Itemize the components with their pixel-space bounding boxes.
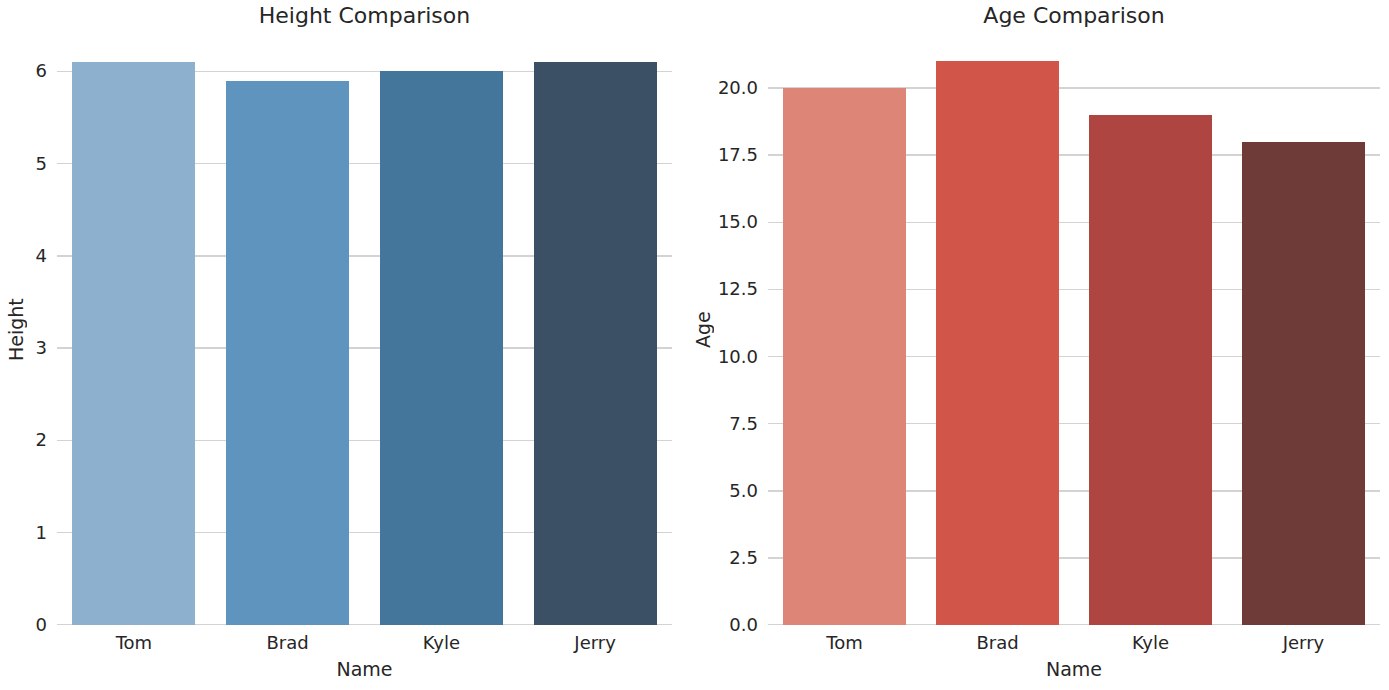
x-tick-label: Tom	[64, 633, 204, 653]
y-tick-label: 6	[0, 62, 47, 80]
y-tick-label: 3	[0, 339, 47, 357]
plot-area	[57, 34, 672, 625]
y-tick-label: 4	[0, 247, 47, 265]
y-tick-label: 15.0	[694, 213, 758, 231]
x-tick-label: Brad	[928, 633, 1068, 653]
x-tick-label: Jerry	[525, 633, 665, 653]
x-tick-label: Tom	[775, 633, 915, 653]
bar-brad	[226, 81, 349, 625]
height-comparison-chart: Height Comparison Height Name 0123456Tom…	[0, 0, 694, 690]
y-tick-label: 0	[0, 616, 47, 634]
x-tick-label: Jerry	[1234, 633, 1374, 653]
y-tick-label: 10.0	[694, 348, 758, 366]
x-axis-label: Name	[57, 659, 672, 679]
y-tick-label: 0.0	[694, 616, 758, 634]
age-comparison-chart: Age Comparison Age Name 0.0 2.5 5.0 7.5 10.0…	[694, 0, 1389, 690]
y-tick-label: 1	[0, 524, 47, 542]
x-tick-label: Kyle	[1081, 633, 1221, 653]
chart-title: Age Comparison	[768, 3, 1380, 29]
x-axis-label: Name	[768, 659, 1380, 679]
y-tick-label: 5.0	[694, 482, 758, 500]
figure-canvas: Height Comparison Height Name 0123456Tom…	[0, 0, 1389, 690]
y-tick-label: 2	[0, 431, 47, 449]
bar-jerry	[534, 62, 657, 625]
chart-title: Height Comparison	[57, 3, 672, 29]
bar-tom	[72, 62, 195, 625]
y-axis-label: Age	[692, 34, 714, 625]
x-tick-label: Kyle	[371, 633, 511, 653]
y-tick-label: 20.0	[694, 79, 758, 97]
y-tick-label: 5	[0, 155, 47, 173]
y-tick-label: 7.5	[694, 415, 758, 433]
y-tick-label: 2.5	[694, 549, 758, 567]
bar-kyle	[380, 71, 503, 625]
y-tick-label: 12.5	[694, 280, 758, 298]
plot-area	[768, 33, 1380, 625]
bar-kyle	[1089, 115, 1211, 625]
bar-brad	[936, 61, 1058, 625]
x-tick-label: Brad	[218, 633, 358, 653]
bar-tom	[783, 88, 905, 625]
y-tick-label: 17.5	[694, 146, 758, 164]
bar-jerry	[1242, 142, 1364, 625]
